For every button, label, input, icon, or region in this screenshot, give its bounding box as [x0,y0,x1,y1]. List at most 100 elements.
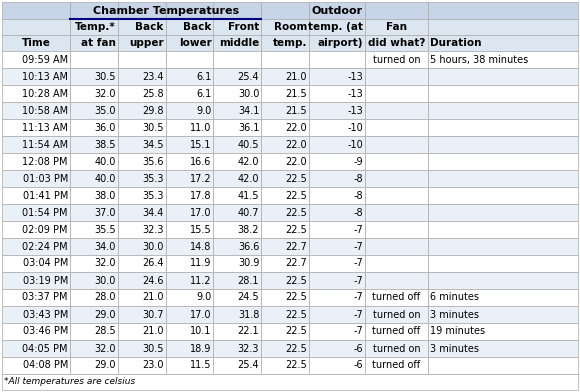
Bar [309,238,365,255]
Bar [2,35,70,51]
Text: 30.0: 30.0 [238,89,259,98]
Text: 22.5: 22.5 [285,191,307,200]
Bar [427,255,578,272]
Text: 17.2: 17.2 [190,174,211,183]
Text: 03:43 PM: 03:43 PM [23,310,68,319]
Bar [261,119,309,136]
Text: 22.5: 22.5 [285,174,307,183]
Bar [261,323,309,340]
Bar [261,102,309,119]
Text: 34.5: 34.5 [142,140,164,149]
Text: temp. (at: temp. (at [309,22,364,32]
Text: 22.1: 22.1 [238,327,259,336]
Bar [365,68,427,85]
Text: 19 minutes: 19 minutes [430,327,485,336]
Bar [165,255,213,272]
Bar [213,357,261,374]
Bar [365,272,427,289]
Text: 02:24 PM: 02:24 PM [23,241,68,252]
Text: 41.5: 41.5 [238,191,259,200]
Text: 30.5: 30.5 [142,343,164,354]
Bar [213,289,261,306]
Bar [365,2,427,19]
Bar [2,85,70,102]
Bar [213,170,261,187]
Bar [261,306,309,323]
Bar [309,272,365,289]
Bar [213,51,261,68]
Bar [261,255,309,272]
Text: 03:37 PM: 03:37 PM [23,292,68,303]
Text: 40.7: 40.7 [238,207,259,218]
Bar [165,323,213,340]
Bar [427,204,578,221]
Bar [309,19,365,35]
Bar [118,170,165,187]
Bar [261,19,309,35]
Bar [70,51,118,68]
Text: 40.0: 40.0 [95,156,116,167]
Bar [365,238,427,255]
Bar [2,68,70,85]
Bar [261,357,309,374]
Bar [165,289,213,306]
Text: 14.8: 14.8 [190,241,211,252]
Bar [70,221,118,238]
Bar [365,204,427,221]
Text: 32.3: 32.3 [142,225,164,234]
Text: -7: -7 [354,225,364,234]
Text: -13: -13 [347,105,364,116]
Text: 17.0: 17.0 [190,207,211,218]
Bar [118,136,165,153]
Bar [165,51,213,68]
Bar [365,306,427,323]
Bar [309,340,365,357]
Text: -6: -6 [354,343,364,354]
Bar [2,51,70,68]
Bar [70,19,118,35]
Bar [70,102,118,119]
Text: 30.0: 30.0 [95,276,116,285]
Bar [2,136,70,153]
Bar [309,68,365,85]
Bar [2,272,70,289]
Text: 25.4: 25.4 [238,361,259,370]
Bar [365,357,427,374]
Bar [165,340,213,357]
Text: 6.1: 6.1 [196,89,211,98]
Bar [309,170,365,187]
Text: 03:46 PM: 03:46 PM [23,327,68,336]
Bar [165,187,213,204]
Bar [2,187,70,204]
Bar [118,119,165,136]
Bar [165,238,213,255]
Bar [118,357,165,374]
Text: lower: lower [179,38,211,48]
Bar [70,306,118,323]
Text: did what?: did what? [368,38,425,48]
Bar [309,119,365,136]
Bar [261,289,309,306]
Text: 38.0: 38.0 [95,191,116,200]
Bar [365,102,427,119]
Bar [70,289,118,306]
Bar [309,323,365,340]
Text: 32.0: 32.0 [95,89,116,98]
Text: airport): airport) [318,38,364,48]
Text: 9.0: 9.0 [196,105,211,116]
Text: 23.4: 23.4 [142,71,164,82]
Text: 10:58 AM: 10:58 AM [22,105,68,116]
Text: 29.8: 29.8 [142,105,164,116]
Bar [118,153,165,170]
Bar [427,170,578,187]
Text: 22.5: 22.5 [285,207,307,218]
Bar [365,255,427,272]
Text: 30.5: 30.5 [95,71,116,82]
Bar [165,272,213,289]
Bar [118,340,165,357]
Bar [309,35,365,51]
Bar [118,102,165,119]
Bar [427,340,578,357]
Text: 35.3: 35.3 [142,191,164,200]
Bar [261,85,309,102]
